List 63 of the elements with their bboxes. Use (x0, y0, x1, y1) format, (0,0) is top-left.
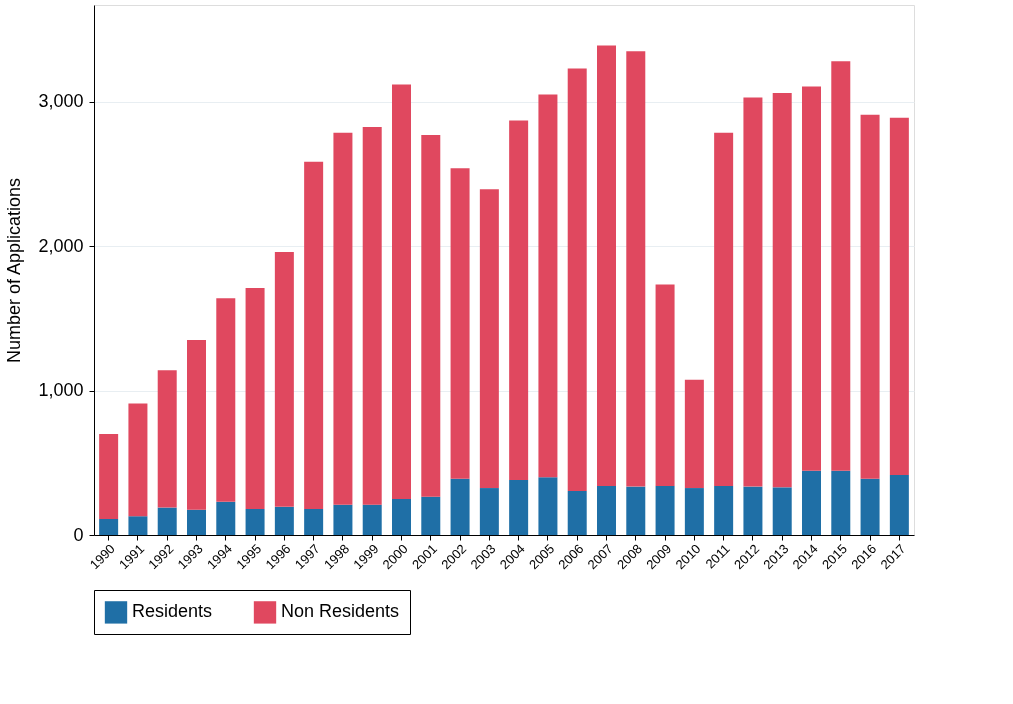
bar (655, 284, 675, 486)
bar (274, 506, 294, 535)
y-tick-label: 1,000 (38, 380, 84, 401)
bar (362, 127, 382, 505)
bar (128, 403, 148, 517)
bar (157, 507, 177, 535)
legend-label: Residents (132, 601, 213, 622)
bar (684, 379, 704, 489)
bar (421, 134, 441, 497)
bar (128, 516, 148, 535)
bar (392, 498, 411, 535)
bar (245, 288, 265, 510)
bar (99, 433, 119, 520)
bar (187, 340, 206, 510)
bar (831, 470, 851, 535)
bar (597, 45, 616, 486)
bar (216, 298, 236, 502)
bar (362, 504, 382, 535)
bar (450, 168, 470, 479)
bar (479, 488, 499, 535)
y-axis-title: Number of Applications (4, 177, 25, 364)
bar (333, 132, 353, 505)
bar (187, 509, 206, 535)
bar (392, 84, 411, 499)
bar (684, 488, 704, 535)
legend-label: Non Residents (281, 601, 400, 622)
y-tick-label: 0 (73, 524, 84, 545)
bar (743, 486, 763, 535)
bar (538, 477, 558, 535)
bar (157, 370, 177, 508)
bar (304, 161, 324, 510)
bar (655, 485, 675, 535)
bar (860, 478, 880, 535)
bar (274, 251, 294, 507)
bar (802, 470, 821, 535)
bar (216, 501, 236, 535)
bar (450, 478, 470, 535)
bar (626, 51, 646, 487)
bar (99, 519, 119, 535)
bar (772, 487, 792, 535)
bar (626, 486, 646, 535)
bar (304, 509, 324, 535)
bar (714, 485, 734, 535)
bar (802, 86, 821, 471)
bar (567, 490, 587, 535)
bar (333, 504, 353, 535)
bar (889, 117, 909, 476)
bar (567, 68, 587, 491)
bar (714, 132, 734, 486)
bar (479, 189, 499, 489)
bar (743, 97, 763, 487)
bar (509, 120, 529, 481)
y-tick-label: 2,000 (38, 235, 84, 256)
bar (421, 496, 441, 535)
bar (831, 61, 851, 471)
bar (772, 93, 792, 488)
bar (889, 475, 909, 535)
bar (245, 509, 265, 535)
bar (597, 485, 616, 535)
bar (538, 94, 558, 478)
bar (860, 114, 880, 479)
bar (509, 480, 529, 535)
y-tick-label: 3,000 (38, 91, 84, 112)
